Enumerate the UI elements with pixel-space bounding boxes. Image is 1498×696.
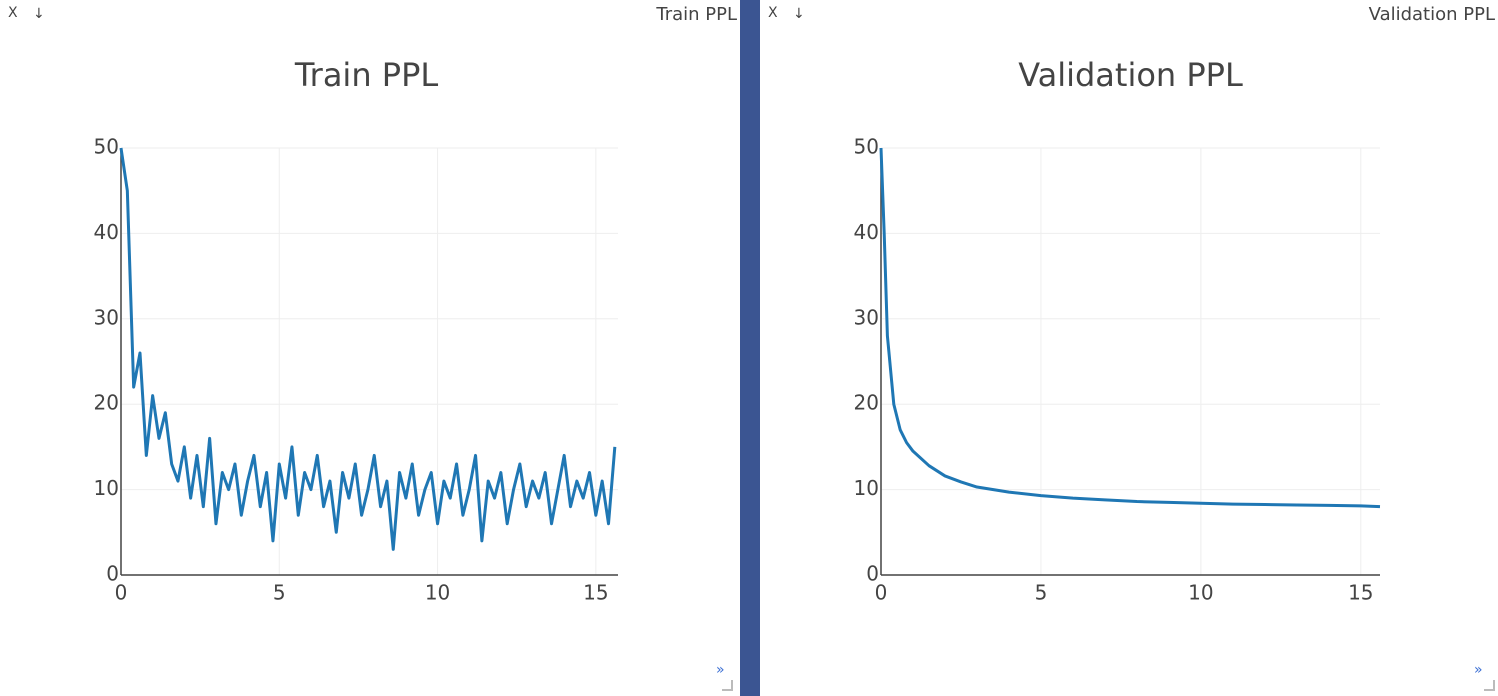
y-tick-label: 0 (866, 562, 879, 586)
close-button[interactable]: X (768, 5, 778, 21)
series-line (119, 147, 617, 551)
y-tick-label: 50 (94, 135, 119, 159)
chart-title: Validation PPL (1018, 56, 1243, 94)
y-tick-label: 30 (94, 305, 119, 329)
y-tick-label: 40 (94, 220, 119, 244)
y-tick-label: 50 (854, 135, 879, 159)
pane-background (760, 0, 1498, 696)
resize-handle (1484, 680, 1495, 691)
y-tick-label: 40 (854, 220, 879, 244)
x-tick-label: 10 (425, 581, 450, 605)
expand-button[interactable]: » (1474, 662, 1483, 678)
x-tick-label: 5 (1035, 581, 1048, 605)
x-tick-label: 5 (273, 581, 286, 605)
y-tick-label: 30 (854, 305, 879, 329)
y-tick-label: 20 (854, 391, 879, 415)
y-tick-label: 20 (94, 391, 119, 415)
expand-button[interactable]: » (716, 662, 725, 678)
x-tick-label: 15 (1348, 581, 1373, 605)
y-tick-label: 0 (106, 562, 119, 586)
download-button[interactable]: ↓ (33, 6, 45, 22)
x-tick-label: 0 (875, 581, 888, 605)
x-tick-label: 10 (1188, 581, 1213, 605)
download-button[interactable]: ↓ (793, 6, 805, 22)
resize-handle (722, 680, 733, 691)
y-tick-label: 10 (94, 476, 119, 500)
y-tick-label: 10 (854, 476, 879, 500)
series-line (879, 147, 1381, 509)
chart-title: Train PPL (294, 56, 439, 94)
pane-title: Validation PPL (1369, 4, 1495, 25)
close-button[interactable]: X (8, 5, 18, 21)
pane-divider (740, 0, 760, 696)
x-tick-label: 0 (115, 581, 128, 605)
pane-background (0, 0, 740, 696)
x-tick-label: 15 (583, 581, 608, 605)
pane-title: Train PPL (655, 4, 737, 25)
